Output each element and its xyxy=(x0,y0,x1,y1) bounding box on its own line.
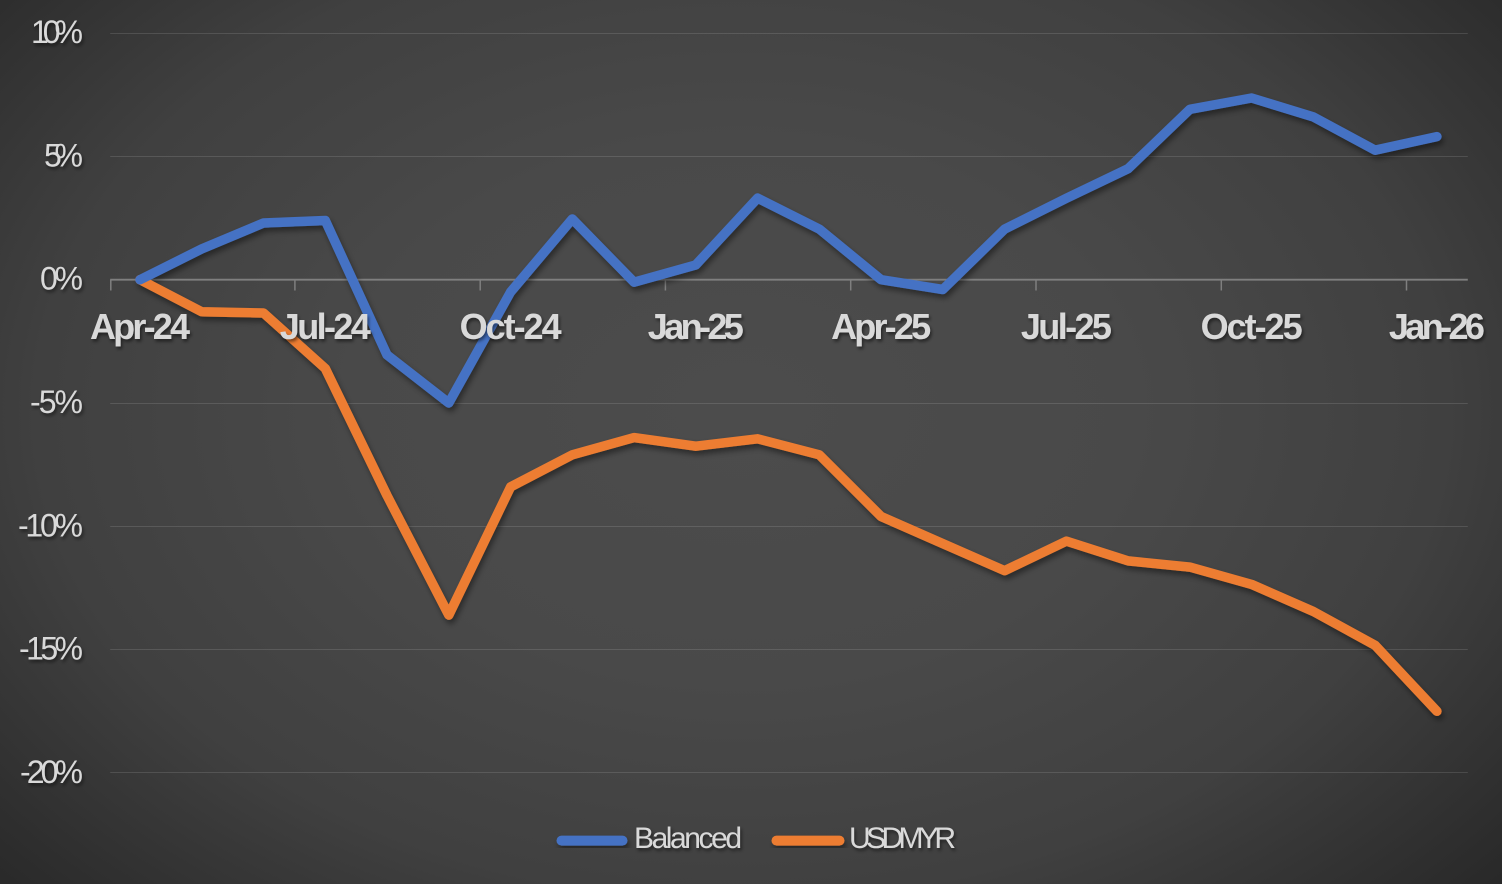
svg-text:Jul-25: Jul-25 xyxy=(1021,306,1112,347)
svg-text:Oct-24: Oct-24 xyxy=(460,306,562,347)
svg-text:0%: 0% xyxy=(40,261,83,297)
svg-text:-5%: -5% xyxy=(30,384,83,420)
svg-text:Oct-25: Oct-25 xyxy=(1201,306,1303,347)
svg-text:Jan-26: Jan-26 xyxy=(1389,306,1485,347)
svg-text:Jul-24: Jul-24 xyxy=(280,306,371,347)
svg-text:Balanced: Balanced xyxy=(634,822,742,855)
svg-text:Apr-24: Apr-24 xyxy=(90,306,190,347)
svg-text:-15%: -15% xyxy=(19,631,83,667)
svg-text:10%: 10% xyxy=(31,14,83,50)
svg-text:5%: 5% xyxy=(44,137,83,173)
svg-text:-20%: -20% xyxy=(20,754,83,790)
svg-text:-10%: -10% xyxy=(18,507,83,543)
svg-text:USDMYR: USDMYR xyxy=(849,822,956,855)
svg-text:Jan-25: Jan-25 xyxy=(648,306,744,347)
svg-text:Apr-25: Apr-25 xyxy=(831,306,931,347)
